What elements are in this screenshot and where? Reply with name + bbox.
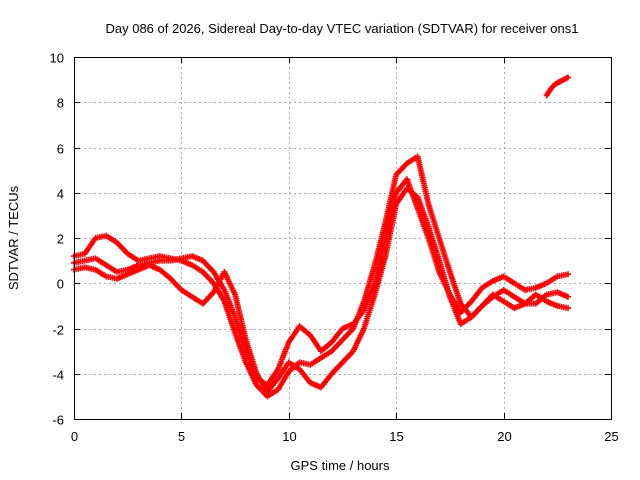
gridlines [74, 57, 611, 419]
data-points [71, 74, 571, 400]
x-tick-label: 15 [389, 429, 403, 444]
y-tick-label: 2 [57, 232, 64, 247]
y-tick-label: 6 [57, 142, 64, 157]
y-tick-label: -2 [52, 323, 64, 338]
y-axis-label: SDTVAR / TECUs [6, 185, 21, 290]
x-tick-label: 0 [71, 429, 78, 444]
x-tick-label: 10 [282, 429, 296, 444]
y-tick-label: 4 [57, 187, 64, 202]
chart-title: Day 086 of 2026, Sidereal Day-to-day VTE… [105, 21, 578, 36]
y-tick-label: 0 [57, 277, 64, 292]
data-point [565, 74, 571, 81]
data-point [565, 293, 571, 300]
x-axis-label: GPS time / hours [291, 458, 390, 473]
y-tick-label: 8 [57, 96, 64, 111]
y-tick-label: -6 [52, 413, 64, 428]
series-track-c [71, 185, 571, 395]
x-tick-label: 5 [178, 429, 185, 444]
x-tick-label: 20 [497, 429, 511, 444]
data-point [565, 271, 571, 278]
data-point [565, 305, 571, 312]
series-track-d [543, 74, 571, 99]
y-tick-label: -4 [52, 368, 64, 383]
plot-frame [74, 57, 612, 420]
x-tick-label: 25 [604, 429, 618, 444]
y-tick-label: 10 [50, 51, 64, 66]
